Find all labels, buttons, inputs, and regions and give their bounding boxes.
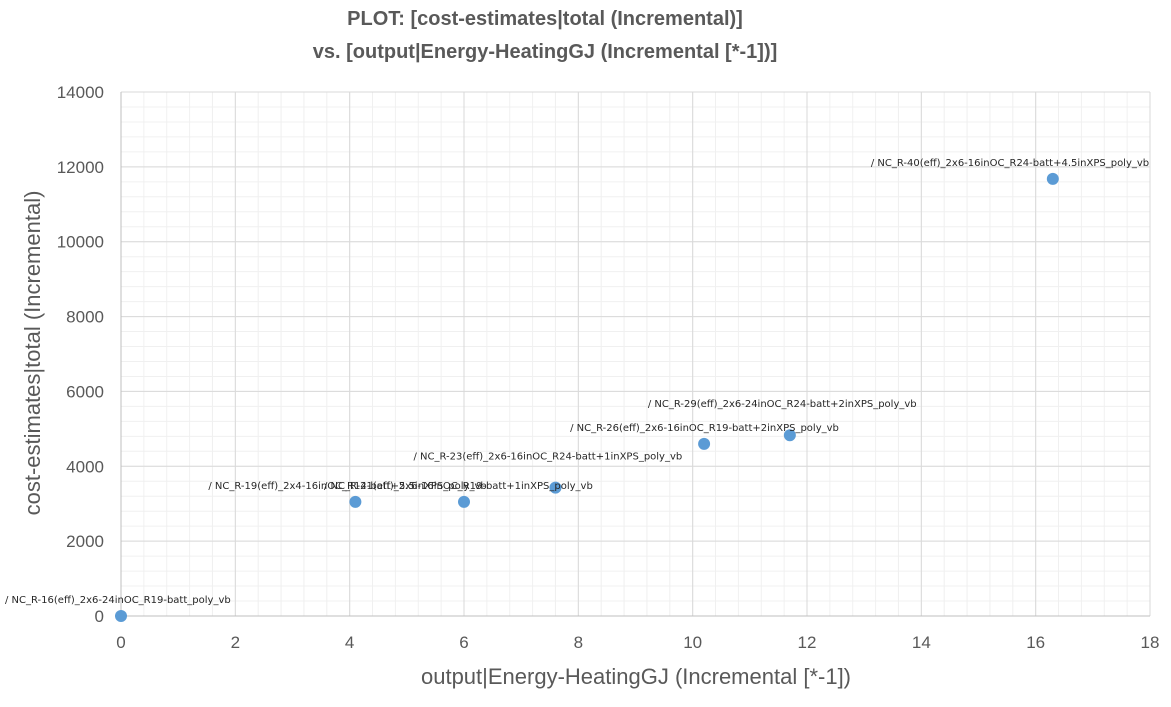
y-tick-label: 0 xyxy=(95,607,104,626)
data-point xyxy=(783,429,796,442)
data-points xyxy=(115,172,1059,622)
x-tick-label: 10 xyxy=(683,633,702,652)
data-point xyxy=(458,495,470,508)
data-point-label: / NC_R-21(eff)_2x6-16inOC_R19-batt+1inXP… xyxy=(324,481,593,492)
x-tick-label: 16 xyxy=(1026,633,1045,652)
data-point xyxy=(698,437,711,450)
data-point-label: / NC_R-19(eff)_2x4-16inOC_R14-batt+5.5in… xyxy=(208,481,486,492)
x-tick-label: 4 xyxy=(345,633,354,652)
plot-area xyxy=(120,92,1150,617)
data-point-label: / NC_R-29(eff)_2x6-24inOC_R24-batt+2inXP… xyxy=(648,399,917,410)
chart-title: PLOT: [cost-estimates|total (Incremental… xyxy=(313,8,778,63)
x-axis-title: output|Energy-HeatingGJ (Incremental [*-… xyxy=(421,664,851,689)
y-axis-title: cost-estimates|total (Incremental) xyxy=(20,191,45,516)
chart-title-line-2: vs. [output|Energy-HeatingGJ (Incrementa… xyxy=(313,41,778,63)
y-tick-label: 2000 xyxy=(66,532,104,551)
data-point-label: / NC_R-16(eff)_2x6-24inOC_R19-batt_poly_… xyxy=(5,595,231,606)
data-point xyxy=(549,481,562,494)
y-tick-label: 12000 xyxy=(57,158,104,177)
chart-title-line-1: PLOT: [cost-estimates|total (Incremental… xyxy=(347,8,743,30)
x-tick-label: 6 xyxy=(459,633,468,652)
data-point-label: / NC_R-23(eff)_2x6-16inOC_R24-batt+1inXP… xyxy=(413,452,682,463)
x-tick-label: 14 xyxy=(912,633,931,652)
x-tick-label: 8 xyxy=(574,633,583,652)
y-tick-label: 8000 xyxy=(66,308,104,327)
minor-gridlines xyxy=(120,91,1151,617)
data-point-label: / NC_R-40(eff)_2x6-16inOC_R24-batt+4.5in… xyxy=(871,158,1149,169)
data-point-label: / NC_R-26(eff)_2x6-16inOC_R19-batt+2inXP… xyxy=(570,423,839,434)
y-tick-label: 6000 xyxy=(66,382,104,401)
y-tick-label: 10000 xyxy=(57,233,104,252)
y-tick-label: 4000 xyxy=(66,457,104,476)
y-tick-label: 14000 xyxy=(57,83,104,102)
x-tick-label: 2 xyxy=(231,633,240,652)
data-point xyxy=(1046,172,1059,185)
x-tick-label: 0 xyxy=(116,633,125,652)
major-gridlines xyxy=(121,91,1151,616)
x-tick-label: 18 xyxy=(1141,633,1160,652)
x-axis-tick-labels: 0 2 4 6 8 10 12 14 16 18 xyxy=(116,633,1159,652)
data-point-labels: / NC_R-16(eff)_2x6-24inOC_R19-batt_poly_… xyxy=(5,158,1149,606)
data-point xyxy=(349,495,362,508)
y-axis-tick-labels: 0 2000 4000 6000 8000 10000 12000 14000 xyxy=(57,83,104,626)
data-point xyxy=(115,610,127,622)
x-tick-label: 12 xyxy=(798,633,817,652)
